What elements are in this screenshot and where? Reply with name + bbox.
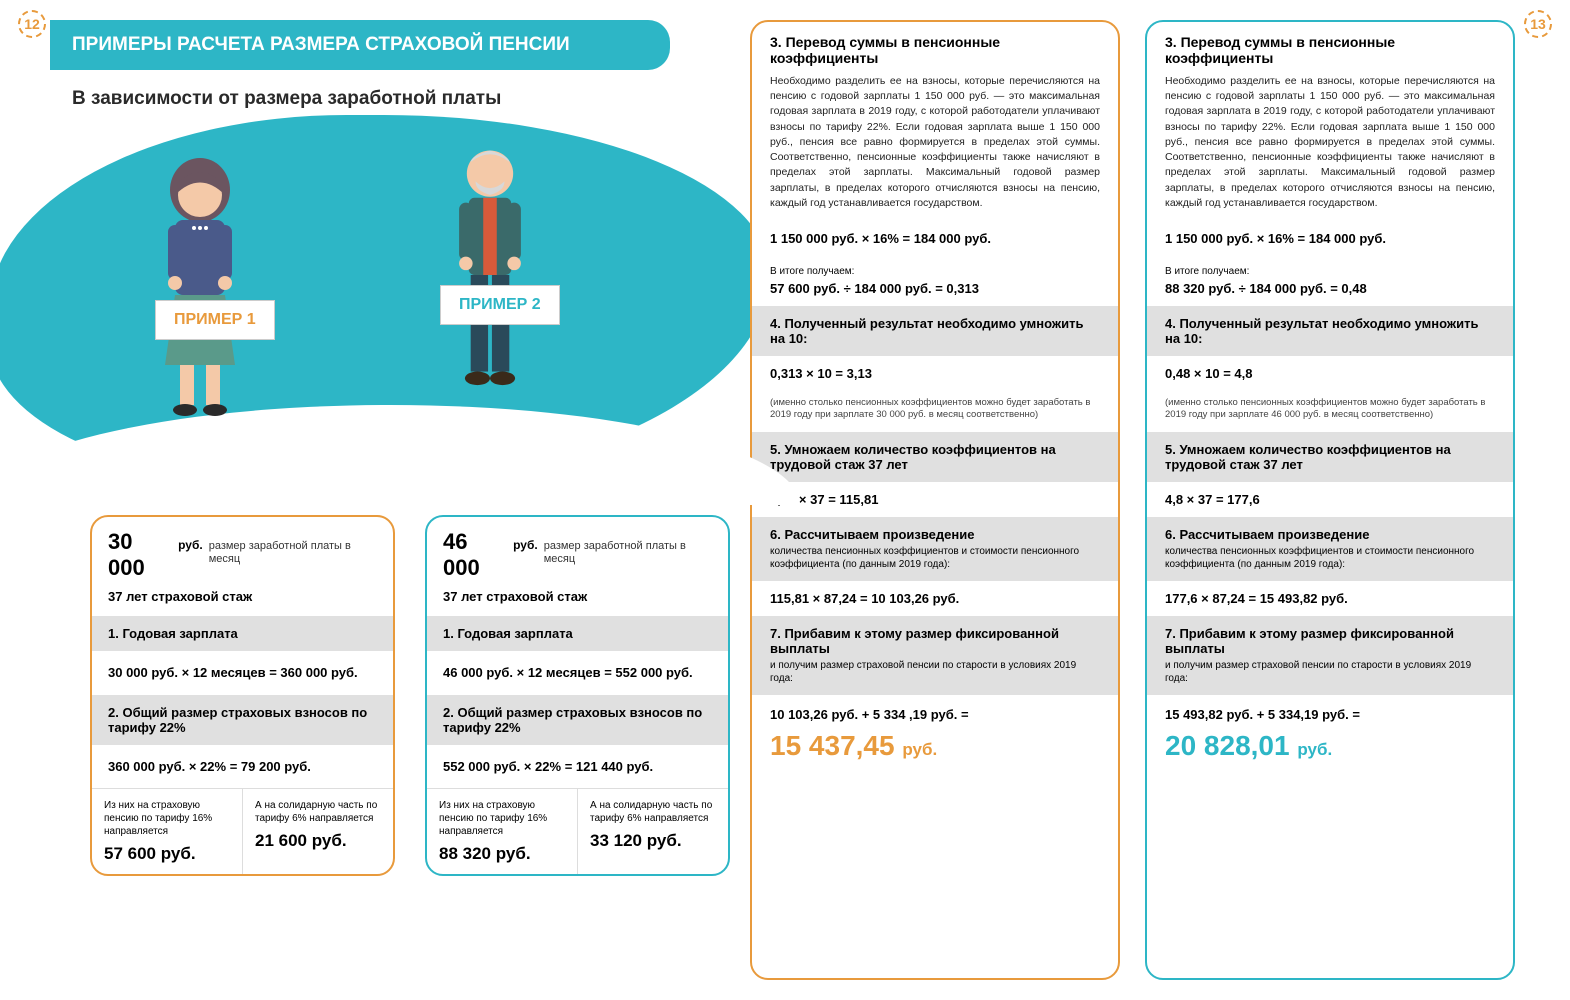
r1-calc6: 115,81 × 87,24 = 10 103,26 руб. xyxy=(752,581,1118,616)
ex2-split-b-value: 33 120 руб. xyxy=(590,831,716,851)
r2-h6-sub: количества пенсионных коэффициентов и ст… xyxy=(1165,545,1495,571)
ex2-step2-head: 2. Общий размер страховых взносов по тар… xyxy=(427,695,728,745)
r1-calc3-val: 57 600 руб. ÷ 184 000 руб. = 0,313 xyxy=(770,281,979,296)
r2-itog: В итоге получаем: xyxy=(1165,266,1495,277)
example-1-sign: ПРИМЕР 1 xyxy=(155,300,275,340)
ex1-salary-desc: размер заработной платы в месяц xyxy=(209,540,377,566)
ex1-salary: 30 000 xyxy=(108,529,172,581)
r1-h7-sub: и получим размер страховой пенсии по ста… xyxy=(770,659,1100,685)
ex2-split-b-label: А на солидарную часть по тарифу 6% напра… xyxy=(590,799,716,825)
r2-result-val: 20 828,01 xyxy=(1165,730,1290,761)
left-page: ПРИМЕРЫ РАСЧЕТА РАЗМЕРА СТРАХОВОЙ ПЕНСИИ… xyxy=(50,20,730,980)
person-woman-icon xyxy=(140,145,260,430)
ex1-stage: 37 лет страховой стаж xyxy=(108,589,377,604)
r2-calc3-val: 88 320 руб. ÷ 184 000 руб. = 0,48 xyxy=(1165,281,1367,296)
r2-step6-head: 6. Рассчитываем произведение количества п… xyxy=(1147,517,1513,581)
ex1-step1-head: 1. Годовая зарплата xyxy=(92,616,393,651)
ex1-unit: руб. xyxy=(178,538,203,552)
right-card-2: 3. Перевод суммы в пенсионные коэффициен… xyxy=(1145,20,1515,980)
r1-h6-sub: количества пенсионных коэффициентов и ст… xyxy=(770,545,1100,571)
ex1-calc1: 30 000 руб. × 12 месяцев = 360 000 руб. xyxy=(92,651,393,695)
page-number-left: 12 xyxy=(18,10,46,38)
ex1-split-a-value: 57 600 руб. xyxy=(104,844,230,864)
r2-h7: 7. Прибавим к этому размер фиксированной… xyxy=(1165,626,1454,656)
ex1-split-a-label: Из них на страховую пенсию по тарифу 16%… xyxy=(104,799,230,838)
r1-h6: 6. Рассчитываем произведение xyxy=(770,527,974,542)
r2-h6: 6. Рассчитываем произведение xyxy=(1165,527,1369,542)
r1-step3-head: 3. Перевод суммы в пенсионные коэффициен… xyxy=(752,22,1118,74)
ex2-calc2: 552 000 руб. × 22% = 121 440 руб. xyxy=(427,745,728,789)
example-2-card: 46 000 руб. размер заработной платы в ме… xyxy=(425,515,730,876)
page-title: ПРИМЕРЫ РАСЧЕТА РАЗМЕРА СТРАХОВОЙ ПЕНСИИ xyxy=(50,20,670,70)
r1-step4-head: 4. Полученный результат необходимо умнож… xyxy=(752,306,1118,356)
r1-result-val: 15 437,45 xyxy=(770,730,895,761)
r2-h7-sub: и получим размер страховой пенсии по ста… xyxy=(1165,659,1495,685)
r2-calc3: В итоге получаем: 88 320 руб. ÷ 184 000 р… xyxy=(1147,256,1513,306)
right-page: 3. Перевод суммы в пенсионные коэффициен… xyxy=(750,20,1550,980)
r2-step5-head: 5. Умножаем количество коэффициентов на … xyxy=(1147,432,1513,482)
ex2-salary: 46 000 xyxy=(443,529,507,581)
r2-step4-head: 4. Полученный результат необходимо умнож… xyxy=(1147,306,1513,356)
r1-note4: (именно столько пенсионных коэффициентов… xyxy=(752,391,1118,432)
r1-result-unit: руб. xyxy=(902,740,937,759)
ex2-unit: руб. xyxy=(513,538,538,552)
ex1-split-b-label: А на солидарную часть по тарифу 6% напра… xyxy=(255,799,381,825)
r1-step6-head: 6. Рассчитываем произведение количества п… xyxy=(752,517,1118,581)
ex2-salary-desc: размер заработной платы в месяц xyxy=(544,540,712,566)
r2-calc7: 15 493,82 руб. + 5 334,19 руб. = xyxy=(1165,707,1495,722)
r1-step3-desc: Необходимо разделить ее на взносы, котор… xyxy=(752,74,1118,221)
r2-calc5: 4,8 × 37 = 177,6 xyxy=(1147,482,1513,517)
r1-h7: 7. Прибавим к этому размер фиксированной… xyxy=(770,626,1059,656)
r1-result: 15 437,45 руб. xyxy=(770,730,1100,762)
r2-step3-head: 3. Перевод суммы в пенсионные коэффициен… xyxy=(1147,22,1513,74)
r2-step7-head: 7. Прибавим к этому размер фиксированной… xyxy=(1147,616,1513,695)
ex1-calc2: 360 000 руб. × 22% = 79 200 руб. xyxy=(92,745,393,789)
r2-result: 20 828,01 руб. xyxy=(1165,730,1495,762)
ex1-step2-head: 2. Общий размер страховых взносов по тар… xyxy=(92,695,393,745)
hero-illustration: ПРИМЕР 1 ПРИМЕР 2 xyxy=(50,125,730,465)
ex2-step1-head: 1. Годовая зарплата xyxy=(427,616,728,651)
r1-calc5: 3,13 × 37 = 115,81 xyxy=(752,482,1118,517)
ex2-split-a-value: 88 320 руб. xyxy=(439,844,565,864)
r1-step5-head: 5. Умножаем количество коэффициентов на … xyxy=(752,432,1118,482)
r2-calc4: 0,48 × 10 = 4,8 xyxy=(1147,356,1513,391)
r1-calc4: 0,313 × 10 = 3,13 xyxy=(752,356,1118,391)
example-1-card: 30 000 руб. размер заработной платы в ме… xyxy=(90,515,395,876)
person-man-icon xyxy=(430,135,550,420)
subtitle: В зависимости от размера заработной плат… xyxy=(72,88,730,110)
ex2-calc1: 46 000 руб. × 12 месяцев = 552 000 руб. xyxy=(427,651,728,695)
right-card-1: 3. Перевод суммы в пенсионные коэффициен… xyxy=(750,20,1120,980)
r1-step7-head: 7. Прибавим к этому размер фиксированной… xyxy=(752,616,1118,695)
r2-calc3-base: 1 150 000 руб. × 16% = 184 000 руб. xyxy=(1147,221,1513,256)
example-2-sign: ПРИМЕР 2 xyxy=(440,285,560,325)
r1-calc3-base: 1 150 000 руб. × 16% = 184 000 руб. xyxy=(752,221,1118,256)
r1-calc7: 10 103,26 руб. + 5 334 ,19 руб. = xyxy=(770,707,1100,722)
ex1-split-b-value: 21 600 руб. xyxy=(255,831,381,851)
r1-calc3: В итоге получаем: 57 600 руб. ÷ 184 000 р… xyxy=(752,256,1118,306)
r2-note4: (именно столько пенсионных коэффициентов… xyxy=(1147,391,1513,432)
ex2-stage: 37 лет страховой стаж xyxy=(443,589,712,604)
r2-calc6: 177,6 × 87,24 = 15 493,82 руб. xyxy=(1147,581,1513,616)
r1-itog: В итоге получаем: xyxy=(770,266,1100,277)
ex2-split-a-label: Из них на страховую пенсию по тарифу 16%… xyxy=(439,799,565,838)
r2-result-unit: руб. xyxy=(1297,740,1332,759)
r2-step3-desc: Необходимо разделить ее на взносы, котор… xyxy=(1147,74,1513,221)
